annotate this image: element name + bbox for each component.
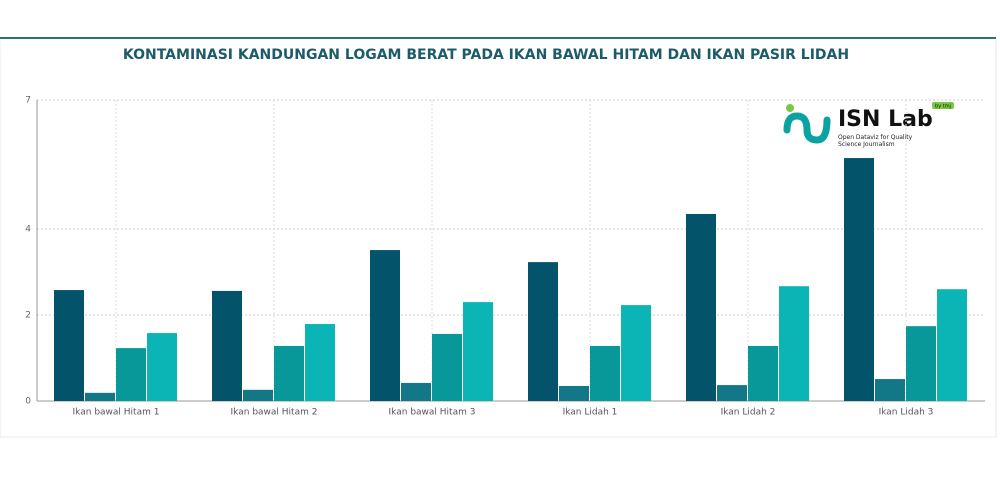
y-tick-label: 2 [25, 311, 31, 321]
y-tick-label: 4 [25, 225, 31, 235]
logo: ISN Lab by tmj Open Dataviz for Quality … [783, 102, 954, 148]
bar [875, 379, 905, 401]
logo-tagline: Open Dataviz for Quality Science Journal… [838, 134, 913, 148]
x-tick-label: Ikan bawal Hitam 1 [73, 408, 160, 418]
logo-tagline-box: Open Dataviz for Quality Science Journal… [838, 134, 913, 148]
bar [590, 345, 620, 401]
bar [243, 389, 273, 401]
bar [844, 158, 874, 401]
logo-badge-bg [932, 102, 954, 109]
chart-title: KONTAMINASI KANDUNGAN LOGAM BERAT PADA I… [123, 47, 849, 63]
bar [212, 290, 242, 401]
logo-dot [786, 104, 794, 112]
bar [748, 345, 778, 401]
bar [937, 289, 967, 401]
x-tick-label: Ikan Lidah 3 [879, 408, 934, 418]
bar [686, 213, 716, 401]
bar [528, 262, 558, 401]
logo-icon [783, 112, 831, 144]
bar [274, 345, 304, 401]
x-tick-label: Ikan bawal Hitam 2 [231, 408, 318, 418]
bar [779, 286, 809, 401]
bar [621, 305, 651, 401]
bar [717, 385, 747, 401]
x-tick-label: Ikan bawal Hitam 3 [389, 408, 476, 418]
bar [147, 333, 177, 401]
bar [305, 324, 335, 401]
x-tick-label: Ikan Lidah 2 [721, 408, 776, 418]
x-tick-label: Ikan Lidah 1 [563, 408, 618, 418]
bar [432, 333, 462, 401]
bar [401, 382, 431, 401]
logo-badge: by tmj [935, 104, 951, 110]
bar [906, 326, 936, 401]
bar [370, 250, 400, 401]
y-tick-label: 7 [25, 96, 31, 106]
logo-name: ISN Lab [838, 107, 933, 132]
bar [85, 392, 115, 401]
y-tick-label: 0 [25, 397, 31, 407]
bar [559, 385, 589, 401]
bar [463, 302, 493, 401]
bar [116, 348, 146, 401]
bar [54, 290, 84, 401]
